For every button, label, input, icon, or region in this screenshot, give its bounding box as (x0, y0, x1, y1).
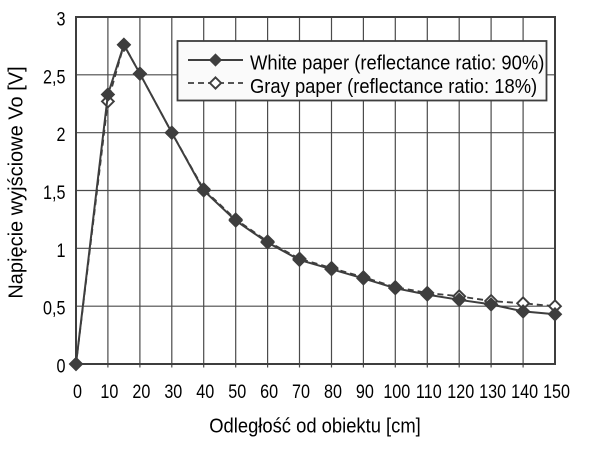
svg-text:20: 20 (132, 381, 150, 403)
svg-text:30: 30 (164, 381, 182, 403)
svg-text:1,5: 1,5 (43, 182, 66, 204)
svg-text:Gray paper (reflectance ratio:: Gray paper (reflectance ratio: 18%) (250, 76, 537, 98)
svg-text:100: 100 (383, 381, 410, 403)
svg-text:130: 130 (479, 381, 506, 403)
svg-text:10: 10 (100, 381, 118, 403)
svg-text:0: 0 (57, 355, 66, 377)
svg-text:150: 150 (543, 381, 570, 403)
svg-text:50: 50 (228, 381, 246, 403)
svg-text:70: 70 (292, 381, 310, 403)
svg-text:White paper (reflectance ratio: White paper (reflectance ratio: 90%) (250, 53, 544, 75)
svg-text:Odległość od obiektu [cm]: Odległość od obiektu [cm] (209, 416, 421, 438)
svg-text:120: 120 (447, 381, 474, 403)
svg-text:0,5: 0,5 (43, 297, 66, 319)
svg-text:2,5: 2,5 (43, 66, 66, 88)
svg-text:40: 40 (196, 381, 214, 403)
svg-text:80: 80 (324, 381, 342, 403)
svg-text:140: 140 (511, 381, 538, 403)
svg-text:90: 90 (356, 381, 374, 403)
svg-text:3: 3 (57, 8, 66, 30)
svg-text:60: 60 (260, 381, 278, 403)
svg-text:110: 110 (416, 381, 442, 403)
svg-text:Napięcie wyjściowe Vo [V]: Napięcie wyjściowe Vo [V] (6, 66, 28, 298)
svg-text:1: 1 (57, 240, 66, 262)
svg-text:2: 2 (57, 124, 66, 146)
svg-text:0: 0 (73, 381, 82, 403)
